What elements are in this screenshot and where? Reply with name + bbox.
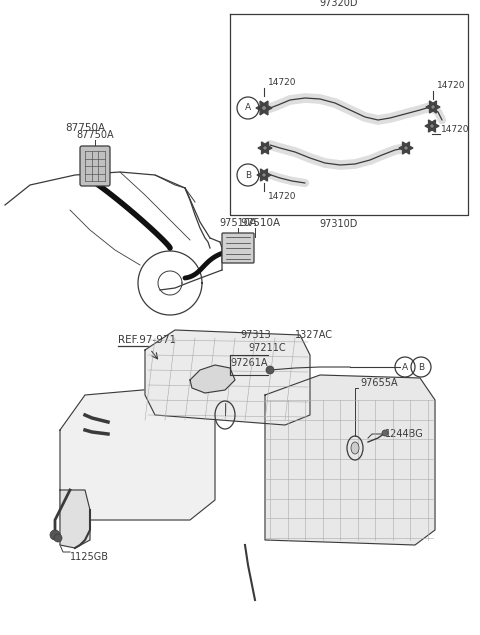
Polygon shape	[256, 101, 272, 115]
Text: 1125GB: 1125GB	[70, 552, 109, 562]
Polygon shape	[190, 365, 235, 393]
Text: 14720: 14720	[268, 192, 297, 201]
Text: 97211C: 97211C	[248, 343, 286, 353]
Circle shape	[404, 146, 408, 150]
Circle shape	[431, 105, 435, 109]
Circle shape	[54, 534, 62, 542]
Circle shape	[262, 105, 266, 110]
Text: 87750A: 87750A	[76, 130, 114, 140]
Polygon shape	[399, 142, 413, 154]
Text: 14720: 14720	[437, 81, 466, 90]
Text: B: B	[418, 363, 424, 371]
Text: B: B	[245, 171, 251, 180]
Text: REF.97-971: REF.97-971	[118, 335, 176, 345]
Text: 97320D: 97320D	[320, 0, 358, 8]
Polygon shape	[60, 490, 90, 548]
Text: A: A	[402, 363, 408, 371]
Polygon shape	[425, 120, 439, 132]
Ellipse shape	[351, 442, 359, 454]
Circle shape	[263, 146, 267, 150]
Circle shape	[430, 124, 434, 128]
Circle shape	[382, 430, 388, 436]
Polygon shape	[60, 385, 215, 520]
Text: 97261A: 97261A	[230, 358, 267, 368]
Circle shape	[262, 173, 266, 177]
Polygon shape	[265, 375, 435, 545]
Text: 97510A: 97510A	[240, 218, 280, 228]
Circle shape	[50, 530, 60, 540]
Text: A: A	[245, 104, 251, 112]
Text: 14720: 14720	[441, 126, 469, 135]
FancyBboxPatch shape	[80, 146, 110, 186]
Circle shape	[266, 366, 274, 374]
Text: 87750A: 87750A	[65, 123, 105, 133]
Polygon shape	[426, 101, 440, 113]
FancyBboxPatch shape	[222, 233, 254, 263]
Text: 97655A: 97655A	[360, 378, 397, 388]
Text: 14720: 14720	[268, 78, 297, 87]
Text: 97510A: 97510A	[219, 218, 257, 228]
Text: 97310D: 97310D	[320, 219, 358, 229]
Text: 1327AC: 1327AC	[295, 330, 333, 340]
Text: 97313: 97313	[240, 330, 271, 340]
Polygon shape	[145, 330, 310, 425]
Text: 1244BG: 1244BG	[385, 429, 424, 439]
Polygon shape	[257, 169, 271, 181]
Polygon shape	[258, 142, 272, 154]
